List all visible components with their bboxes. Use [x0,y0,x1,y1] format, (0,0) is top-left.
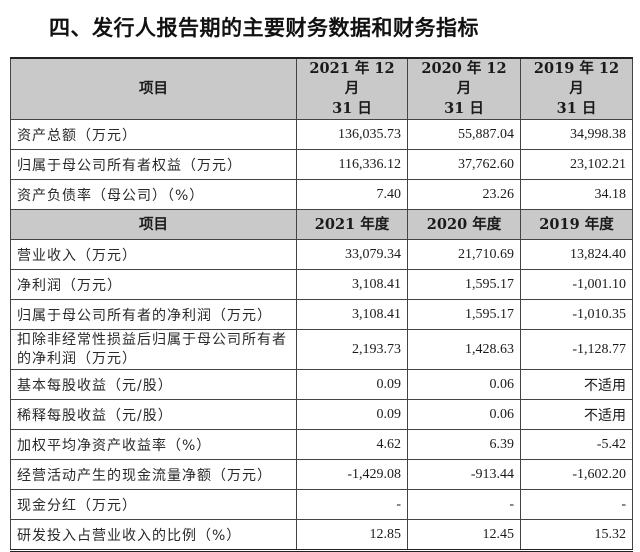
cell-2021: 116,336.12 [296,149,408,180]
table-row: 归属于母公司所有者权益（万元） 116,336.12 37,762.60 23,… [10,149,633,180]
row-label: 基本每股收益（元/股） [10,369,297,400]
cell-2019: 13,824.40 [520,239,633,270]
row-label: 归属于母公司所有者权益（万元） [10,149,297,180]
row-label: 经营活动产生的现金流量净额（万元） [10,459,297,490]
cell-2021: 0.09 [296,399,408,430]
column-header-2019: 2019 年 12 月 31 日 [520,57,633,120]
cell-2020: 0.06 [407,369,521,400]
cell-2021: 4.62 [296,429,408,460]
cell-2020: 12.45 [407,519,521,551]
row-label: 资产总额（万元） [10,119,297,150]
table-row: 资产总额（万元） 136,035.73 55,887.04 34,998.38 [10,119,633,150]
cell-2019: -1,602.20 [520,459,633,490]
page-title: 四、发行人报告期的主要财务数据和财务指标 [49,16,479,40]
table-row: 归属于母公司所有者的净利润（万元） 3,108.41 1,595.17 -1,0… [10,299,633,330]
cell-2019: 不适用 [520,369,633,400]
cell-2021: 7.40 [296,179,408,210]
row-label: 现金分红（万元） [10,489,297,520]
cell-2019: 不适用 [520,399,633,430]
cell-2021: 136,035.73 [296,119,408,150]
column-header-item: 项目 [10,209,297,240]
row-label: 净利润（万元） [10,269,297,300]
column-header-2021: 2021 年 12 月 31 日 [296,57,408,120]
cell-2020: 1,595.17 [407,299,521,330]
cell-2020: 23.26 [407,179,521,210]
cell-2020: - [407,489,521,520]
cell-2019: 34,998.38 [520,119,633,150]
table-row: 加权平均净资产收益率（%） 4.62 6.39 -5.42 [10,429,633,460]
table-row: 现金分红（万元） - - - [10,489,633,520]
table-row: 扣除非经常性损益后归属于母公司所有者的净利润（万元） 2,193.73 1,42… [10,329,633,370]
cell-2021: 33,079.34 [296,239,408,270]
cell-2020: 55,887.04 [407,119,521,150]
cell-2019: -1,128.77 [520,329,633,370]
column-header-2021: 2021 年度 [296,209,408,240]
row-label: 稀释每股收益（元/股） [10,399,297,430]
row-label: 营业收入（万元） [10,239,297,270]
cell-2020: 0.06 [407,399,521,430]
table-row: 资产负债率（母公司）（%） 7.40 23.26 34.18 [10,179,633,210]
column-header-2020: 2020 年度 [407,209,521,240]
cell-2021: -1,429.08 [296,459,408,490]
column-header-2020: 2020 年 12 月 31 日 [407,57,521,120]
cell-2019: 34.18 [520,179,633,210]
table-row: 稀释每股收益（元/股） 0.09 0.06 不适用 [10,399,633,430]
cell-2021: 12.85 [296,519,408,551]
cell-2019: 15.32 [520,519,633,551]
table-row: 基本每股收益（元/股） 0.09 0.06 不适用 [10,369,633,400]
cell-2019: -1,010.35 [520,299,633,330]
table-row: 经营活动产生的现金流量净额（万元） -1,429.08 -913.44 -1,6… [10,459,633,490]
cell-2021: 3,108.41 [296,269,408,300]
table-subheader-row: 项目 2021 年度 2020 年度 2019 年度 [10,209,633,240]
cell-2021: 2,193.73 [296,329,408,370]
table-row: 营业收入（万元） 33,079.34 21,710.69 13,824.40 [10,239,633,270]
cell-2019: -5.42 [520,429,633,460]
financial-data-table: 项目 2021 年 12 月 31 日 2020 年 12 月 31 日 2019 … [10,57,633,552]
cell-2020: 1,428.63 [407,329,521,370]
cell-2019: -1,001.10 [520,269,633,300]
cell-2020: 37,762.60 [407,149,521,180]
cell-2020: 6.39 [407,429,521,460]
cell-2019: 23,102.21 [520,149,633,180]
cell-2020: -913.44 [407,459,521,490]
row-label: 研发投入占营业收入的比例（%） [10,519,297,551]
row-label: 扣除非经常性损益后归属于母公司所有者的净利润（万元） [10,329,297,370]
table-row: 研发投入占营业收入的比例（%） 12.85 12.45 15.32 [10,519,633,551]
column-header-2019: 2019 年度 [520,209,633,240]
table-row: 净利润（万元） 3,108.41 1,595.17 -1,001.10 [10,269,633,300]
cell-2020: 1,595.17 [407,269,521,300]
row-label: 加权平均净资产收益率（%） [10,429,297,460]
cell-2019: - [520,489,633,520]
cell-2020: 21,710.69 [407,239,521,270]
table-header-row: 项目 2021 年 12 月 31 日 2020 年 12 月 31 日 2019 … [10,57,633,120]
row-label: 归属于母公司所有者的净利润（万元） [10,299,297,330]
cell-2021: 0.09 [296,369,408,400]
cell-2021: - [296,489,408,520]
column-header-item: 项目 [10,57,297,120]
cell-2021: 3,108.41 [296,299,408,330]
row-label: 资产负债率（母公司）（%） [10,179,297,210]
